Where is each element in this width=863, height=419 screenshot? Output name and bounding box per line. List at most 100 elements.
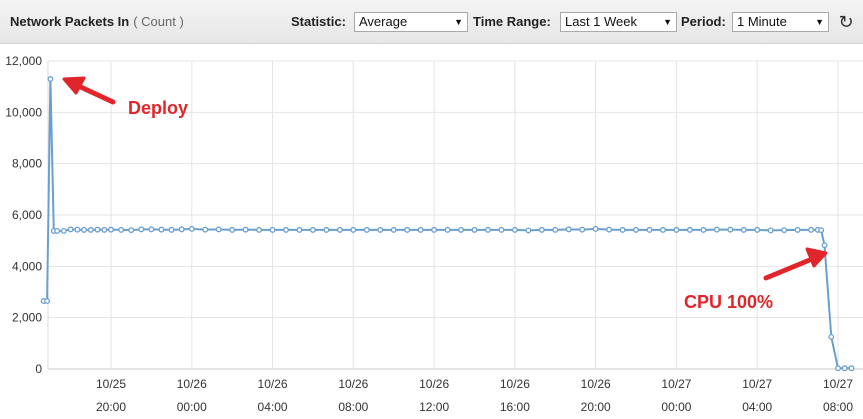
data-point	[754, 226, 761, 233]
data-point	[818, 227, 825, 234]
dropdown-arrow-icon: ▼	[815, 17, 824, 27]
annotations: Deploy CPU 100%	[62, 76, 828, 312]
x-tick-date: 10/26	[419, 377, 449, 391]
data-point	[606, 226, 613, 233]
data-point	[417, 226, 424, 233]
data-point	[552, 226, 559, 233]
data-point	[138, 226, 145, 233]
period-select[interactable]: 1 Minute ▼	[732, 12, 829, 32]
data-point	[54, 227, 61, 234]
data-point	[390, 226, 397, 233]
y-tick-label: 6,000	[12, 208, 42, 222]
period-value: 1 Minute	[737, 14, 787, 29]
data-point	[646, 226, 653, 233]
data-point	[188, 225, 195, 232]
x-tick-date: 10/27	[661, 377, 691, 391]
data-point	[67, 226, 74, 233]
y-tick-label: 8,000	[12, 157, 42, 171]
x-tick-time: 08:00	[338, 400, 368, 414]
y-tick-label: 4,000	[12, 259, 42, 273]
data-point	[592, 225, 599, 232]
data-point	[215, 226, 222, 233]
period-label: Period:	[681, 14, 726, 29]
data-point	[458, 226, 464, 233]
data-point	[767, 227, 774, 234]
data-point	[511, 226, 518, 233]
data-point	[848, 365, 855, 372]
series-line	[40, 76, 855, 372]
time-range-label: Time Range:	[473, 14, 551, 29]
statistic-value: Average	[359, 14, 408, 29]
data-point	[828, 333, 835, 340]
data-point	[525, 227, 532, 234]
data-point	[808, 226, 815, 233]
refresh-icon[interactable]: ↻	[838, 12, 854, 32]
x-axis: 10/25 20:00 10/26 00:00 10/26 04:00 10/26 08:00…	[96, 377, 853, 414]
data-point	[283, 226, 289, 233]
deploy-label: Deploy	[128, 98, 188, 118]
data-point	[269, 226, 276, 233]
data-point	[444, 226, 451, 233]
metric-unit: ( Count )	[133, 14, 184, 29]
y-tick-label: 10,000	[5, 105, 42, 119]
y-tick-label: 2,000	[12, 311, 42, 325]
x-tick-time: 00:00	[177, 400, 207, 414]
data-point	[323, 226, 330, 233]
data-point	[309, 226, 316, 233]
data-point	[74, 226, 81, 233]
data-point	[835, 365, 841, 372]
x-tick-date: 10/26	[177, 377, 207, 391]
cpu-arrow-head	[805, 247, 828, 268]
data-point	[44, 298, 51, 304]
y-axis: 12,000 10,000 8,000 6,000 4,000 2,000 0	[5, 54, 42, 376]
data-point	[363, 226, 370, 233]
x-tick-time: 04:00	[258, 400, 288, 414]
metric-title: Network Packets In( Count )	[10, 14, 184, 29]
x-tick-date: 10/25	[96, 377, 126, 391]
data-point	[781, 227, 788, 234]
data-point	[148, 226, 155, 233]
data-point	[740, 226, 747, 233]
data-point	[821, 242, 828, 249]
x-tick-date: 10/26	[338, 377, 368, 391]
data-point	[727, 226, 734, 233]
data-point	[579, 226, 586, 233]
x-tick-date: 10/26	[258, 377, 288, 391]
data-point	[377, 226, 384, 233]
data-point	[633, 226, 640, 233]
x-tick-date: 10/26	[581, 377, 611, 391]
dropdown-arrow-icon: ▼	[663, 17, 672, 27]
data-point	[296, 226, 303, 233]
data-point	[471, 226, 478, 233]
data-point	[673, 226, 680, 233]
x-tick-time: 20:00	[96, 400, 126, 414]
x-tick-date: 10/27	[742, 377, 772, 391]
time-range-select[interactable]: Last 1 Week ▼	[560, 12, 677, 32]
dropdown-arrow-icon: ▼	[454, 17, 463, 27]
x-tick-time: 04:00	[742, 400, 772, 414]
statistic-select[interactable]: Average ▼	[354, 12, 468, 32]
x-tick-time: 08:00	[823, 400, 853, 414]
data-point	[336, 226, 343, 233]
data-point	[538, 226, 545, 233]
data-point	[229, 226, 236, 233]
x-tick-date: 10/27	[823, 377, 853, 391]
metric-name: Network Packets In	[10, 14, 130, 29]
data-point	[841, 365, 848, 372]
data-point	[81, 226, 88, 233]
data-point	[619, 226, 626, 233]
x-tick-time: 20:00	[581, 400, 611, 414]
data-point	[47, 76, 54, 82]
x-tick-time: 16:00	[500, 400, 530, 414]
data-point	[431, 226, 438, 233]
data-point	[94, 226, 101, 233]
statistic-label: Statistic:	[291, 14, 346, 29]
data-point	[128, 227, 135, 234]
data-point	[794, 226, 801, 233]
x-tick-time: 12:00	[419, 400, 449, 414]
time-range-value: Last 1 Week	[565, 14, 638, 29]
deploy-arrow-head	[62, 76, 86, 95]
data-point	[498, 226, 505, 233]
data-point	[168, 226, 175, 233]
